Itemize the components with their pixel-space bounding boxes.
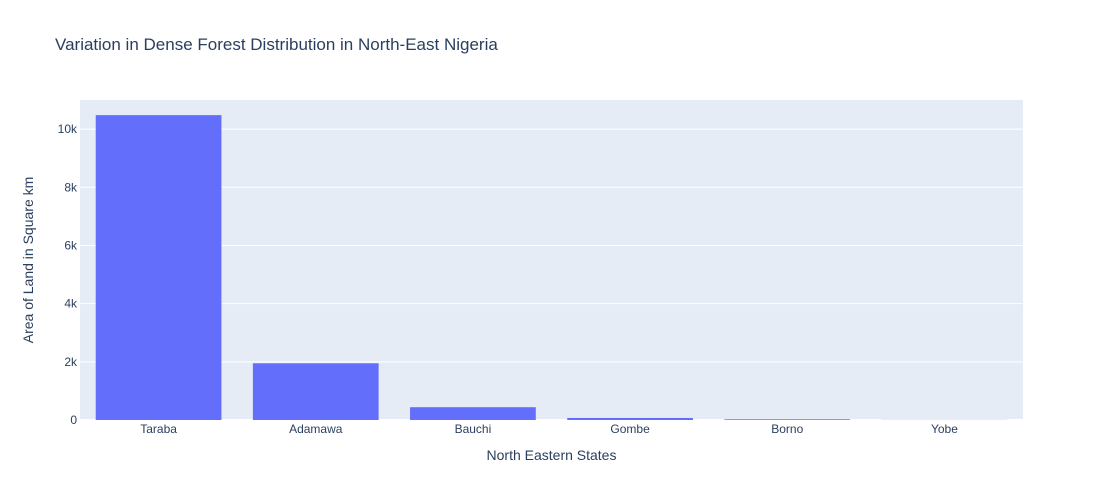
y-tick-label: 2k [64, 355, 78, 369]
bar-adamawa[interactable] [252, 363, 379, 420]
y-tick-label: 10k [58, 122, 78, 136]
y-tick-label: 8k [64, 180, 78, 194]
y-tick-label: 0 [70, 413, 77, 427]
chart-title: Variation in Dense Forest Distribution i… [55, 35, 498, 54]
x-axis-title: North Eastern States [487, 447, 617, 463]
bar-bauchi[interactable] [410, 407, 536, 420]
plot-area [80, 100, 1023, 420]
x-tick-label: Taraba [140, 422, 177, 436]
bar-borno[interactable] [724, 419, 851, 420]
y-axis-ticks: 0 2k 4k 6k 8k 10k [58, 122, 78, 427]
bar-taraba[interactable] [95, 115, 222, 421]
y-gridlines [80, 128, 1023, 421]
x-axis-ticks: Taraba Adamawa Bauchi Gombe Borno Yobe [140, 422, 958, 436]
bars [95, 115, 1008, 421]
x-tick-label: Borno [771, 422, 803, 436]
y-axis-title: Area of Land in Square km [20, 177, 36, 344]
x-tick-label: Yobe [931, 422, 958, 436]
x-tick-label: Adamawa [289, 422, 343, 436]
x-tick-label: Bauchi [455, 422, 492, 436]
bar-gombe[interactable] [567, 417, 693, 420]
y-tick-label: 6k [64, 238, 78, 252]
y-tick-label: 4k [64, 297, 78, 311]
x-tick-label: Gombe [610, 422, 650, 436]
